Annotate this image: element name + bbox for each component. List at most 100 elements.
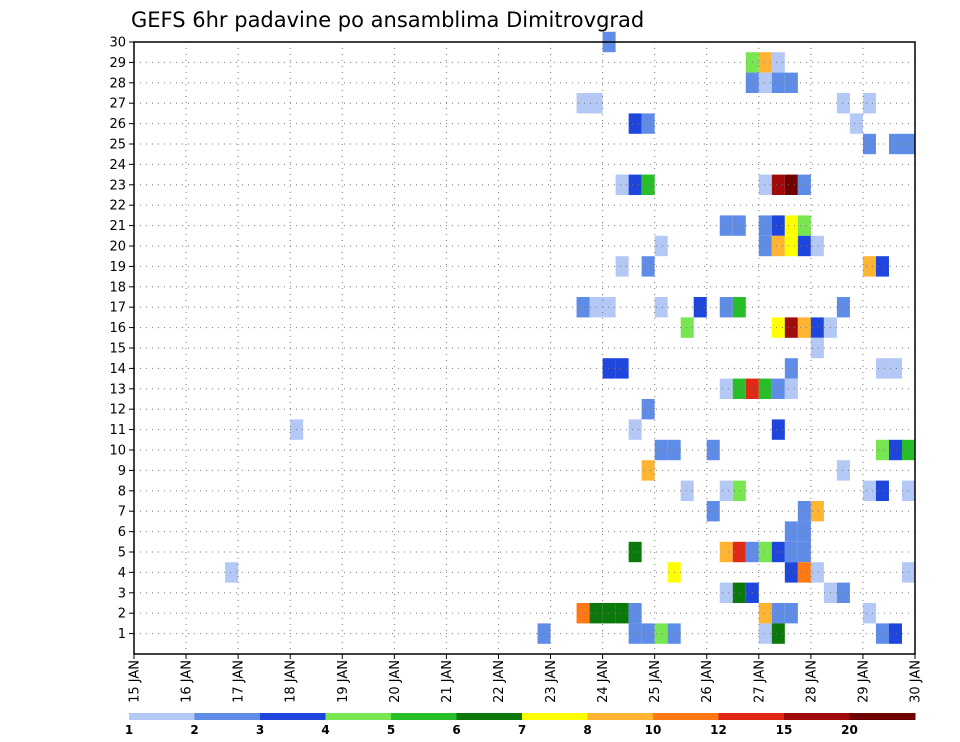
grid-lines — [133, 41, 916, 654]
heatmap-cell — [810, 562, 824, 583]
legend-swatch — [718, 713, 785, 720]
legend-label: 4 — [321, 723, 329, 737]
x-tick-label: 25 JAN — [648, 660, 663, 703]
heatmap-cell — [784, 235, 798, 257]
y-tick-label: 20 — [109, 240, 126, 255]
heatmap-cell — [771, 378, 785, 399]
heatmap-cell — [875, 256, 889, 277]
heatmap-cell — [719, 378, 733, 399]
y-tick-label: 10 — [109, 444, 126, 459]
heatmap-cell — [654, 235, 668, 257]
heatmap-cell — [862, 256, 876, 277]
legend-label: 2 — [190, 723, 198, 737]
heatmap-cell — [771, 235, 785, 257]
heatmap-cell — [576, 297, 590, 318]
heatmap-cell — [784, 541, 798, 563]
heatmap-cells — [225, 31, 915, 644]
legend-swatch — [129, 713, 195, 720]
heatmap-cell — [771, 623, 785, 644]
heatmap-cell — [680, 480, 694, 501]
heatmap-cell — [628, 603, 642, 624]
y-tick-label: 1 — [118, 627, 126, 642]
y-tick-label: 17 — [109, 301, 126, 316]
heatmap-cell — [758, 378, 772, 399]
x-tick-label: 20 JAN — [388, 660, 403, 703]
heatmap-cell — [641, 256, 655, 277]
x-tick-label: 28 JAN — [804, 660, 819, 703]
heatmap-cell — [862, 93, 876, 114]
legend-swatch — [260, 713, 326, 720]
x-tick-label: 23 JAN — [544, 660, 559, 703]
heatmap-cell — [836, 93, 850, 114]
color-legend: 1 2 3 4 5 6 7 8 10 12 15 20 — [125, 713, 916, 737]
heatmap-cell — [758, 541, 772, 563]
heatmap-cell — [797, 501, 811, 522]
heatmap-cell — [888, 358, 902, 379]
heatmap-cell — [784, 317, 798, 338]
legend-label: 3 — [256, 723, 264, 737]
heatmap-cell — [732, 541, 746, 563]
legend-label: 12 — [710, 723, 727, 737]
heatmap-cell — [771, 541, 785, 563]
y-tick-label: 22 — [109, 199, 126, 214]
heatmap-cell — [628, 541, 642, 563]
legend-label: 6 — [452, 723, 460, 737]
heatmap-cell — [576, 603, 590, 624]
x-tick-label: 18 JAN — [284, 660, 299, 703]
legend-swatch — [522, 713, 588, 720]
heatmap-cell — [615, 256, 629, 277]
y-tick-label: 25 — [109, 138, 126, 153]
heatmap-cell — [732, 582, 746, 603]
legend-label: 1 — [125, 723, 133, 737]
heatmap-cell — [771, 215, 785, 236]
legend-swatch — [194, 713, 261, 720]
y-tick-label: 29 — [109, 56, 126, 71]
heatmap-cell — [602, 297, 616, 318]
y-tick-label: 23 — [109, 178, 126, 193]
heatmap-cell — [628, 174, 642, 195]
y-tick-label: 14 — [109, 362, 126, 377]
heatmap-cell — [732, 297, 746, 318]
legend-swatch — [587, 713, 654, 720]
x-tick-label: 16 JAN — [180, 660, 195, 703]
heatmap-cell — [641, 460, 655, 481]
x-tick-label: 24 JAN — [596, 660, 611, 703]
heatmap-cell — [836, 460, 850, 481]
heatmap-cell — [225, 562, 239, 583]
legend-swatch — [456, 713, 523, 720]
y-tick-label: 9 — [118, 464, 126, 479]
y-tick-label: 4 — [118, 566, 126, 581]
heatmap-cell — [771, 52, 785, 73]
y-tick-label: 21 — [109, 219, 126, 234]
legend-swatch — [391, 713, 457, 720]
heatmap-cell — [771, 317, 785, 338]
heatmap-cell — [654, 623, 668, 644]
heatmap-cell — [875, 358, 889, 379]
heatmap-cell — [810, 317, 824, 338]
legend-label: 7 — [518, 723, 526, 737]
x-tick-label: 29 JAN — [856, 660, 871, 703]
heatmap-cell — [784, 72, 798, 93]
heatmap-cell — [797, 215, 811, 236]
heatmap-cell — [797, 521, 811, 542]
heatmap-cell — [797, 541, 811, 563]
heatmap-cell — [888, 439, 902, 461]
y-tick-label: 2 — [118, 607, 126, 622]
legend-label: 20 — [841, 723, 858, 737]
heatmap-cell — [849, 113, 863, 134]
x-tick-label: 15 JAN — [128, 660, 143, 703]
legend-label: 15 — [776, 723, 793, 737]
x-tick-label: 30 JAN — [909, 660, 924, 703]
legend-label: 8 — [583, 723, 591, 737]
heatmap-cell — [836, 297, 850, 318]
heatmap-cell — [628, 419, 642, 440]
heatmap-cell — [654, 439, 668, 461]
heatmap-cell — [784, 603, 798, 624]
heatmap-cell — [719, 541, 733, 563]
heatmap-cell — [602, 358, 616, 379]
y-tick-label: 27 — [109, 97, 126, 112]
heatmap-cell — [641, 174, 655, 195]
heatmap-cell — [862, 603, 876, 624]
heatmap-cell — [784, 378, 798, 399]
